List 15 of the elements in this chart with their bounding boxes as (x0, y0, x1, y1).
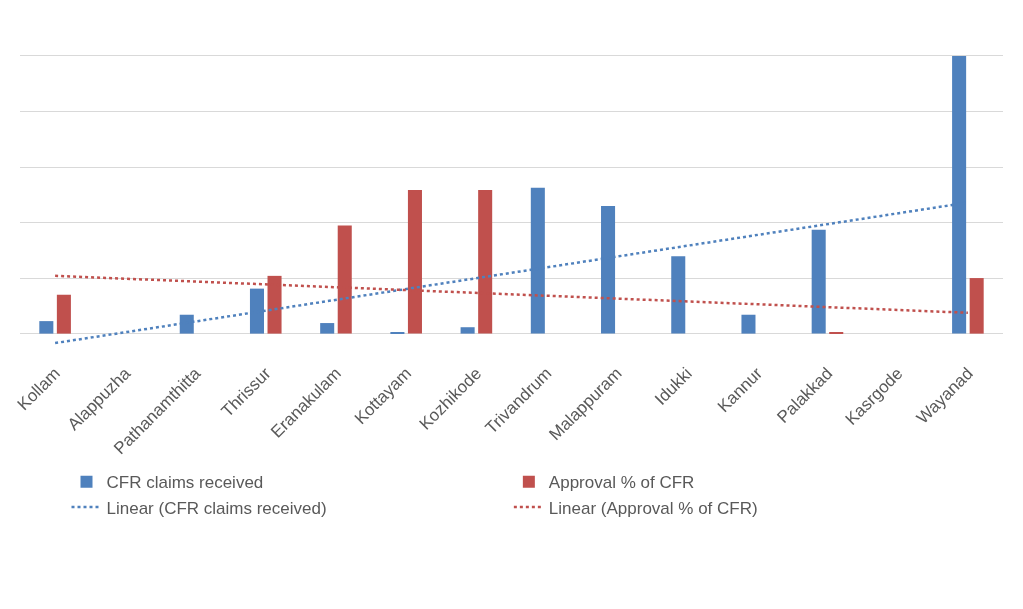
bar (969, 278, 984, 334)
bar (460, 327, 475, 334)
legend-label: CFR claims received (106, 473, 264, 493)
bar (39, 321, 54, 334)
bar (320, 323, 335, 334)
bar (249, 288, 264, 334)
bar (741, 314, 756, 334)
legend-label: Approval % of CFR (548, 473, 695, 493)
bar (601, 205, 616, 334)
bar (179, 314, 194, 334)
legend-label: Linear (Approval % of CFR) (548, 498, 758, 518)
bar (671, 256, 686, 334)
bar (811, 229, 826, 334)
legend-label: Linear (CFR claims received) (106, 498, 327, 518)
bar (56, 294, 71, 334)
